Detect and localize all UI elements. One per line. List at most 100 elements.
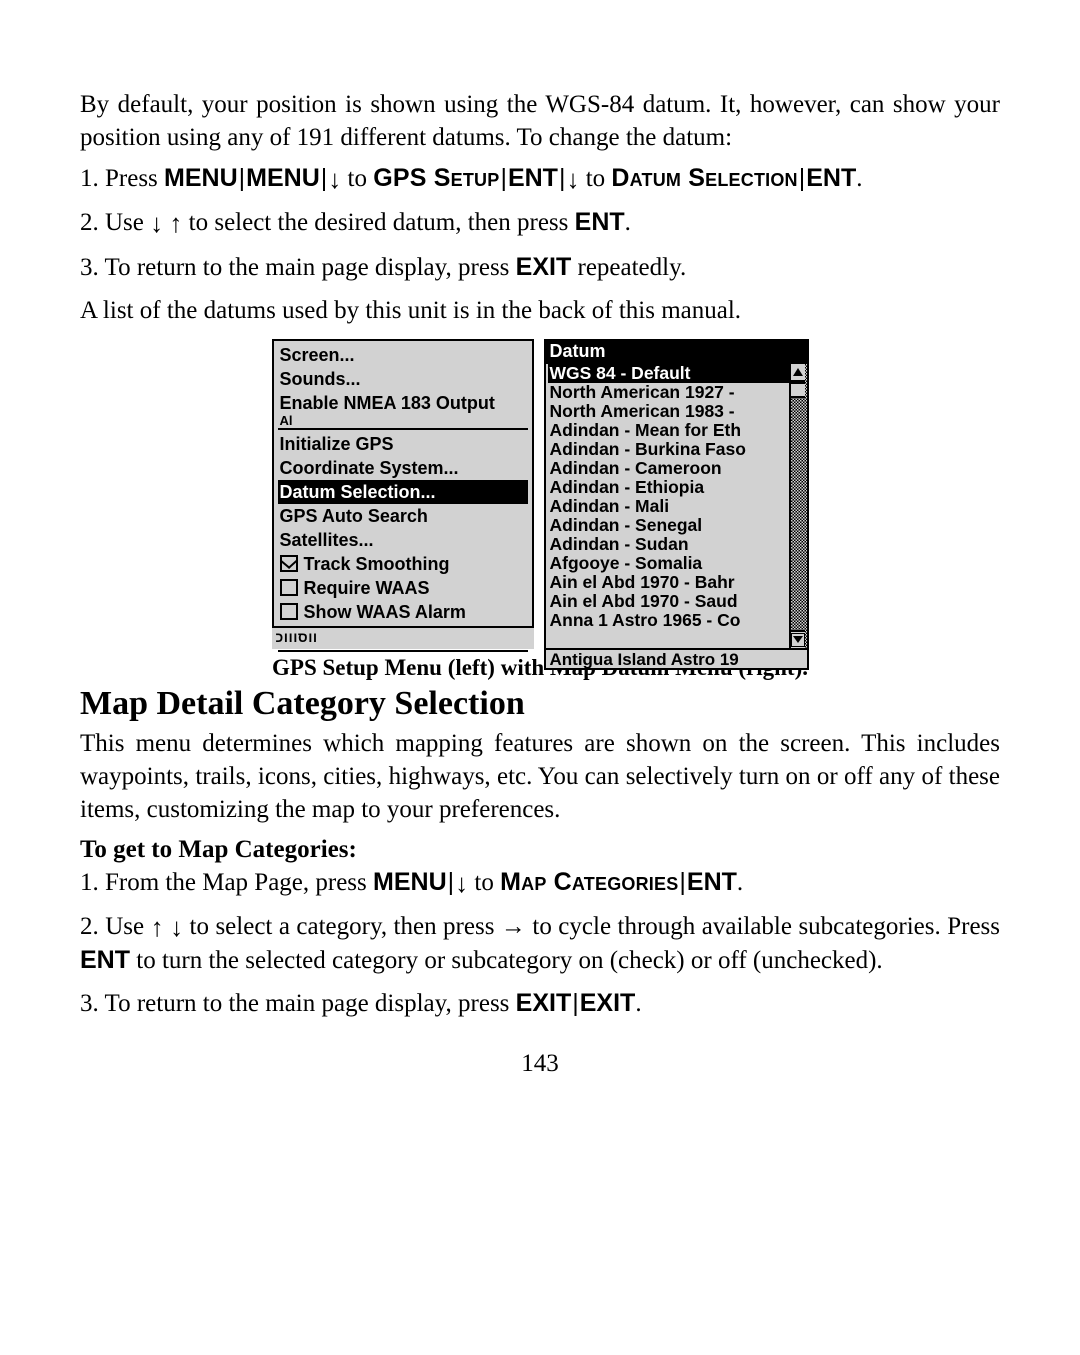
datum-item: Ain el Abd 1970 - Bahr [548,573,789,592]
scrollbar-thumb [791,382,805,398]
mc-step-1: 1. From the Map Page, press MENU|↓ to Ma… [80,866,1000,900]
page-number: 143 [80,1050,1000,1078]
down-arrow-icon: ↓ [566,164,579,194]
menu-item: Screen... [278,343,528,367]
menu-item: Satellites... [278,528,528,552]
section-heading: Map Detail Category Selection [80,685,1000,723]
menu-item-checkbox: Track Smoothing [278,552,528,576]
step3-pre: 3. To return to the main page display, p… [80,254,516,281]
down-arrow-icon: ↓ [170,912,183,942]
checkbox-label: Require WAAS [304,578,430,598]
mc3-pre: 3. To return to the main page display, p… [80,990,516,1017]
down-arrow-icon: ↓ [150,208,163,238]
mc-step-3: 3. To return to the main page display, p… [80,987,1000,1020]
datum-selection-label: Datum Selection [611,164,797,192]
menu-item: Enable NMEA 183 Output [278,391,528,415]
separator: | [571,989,580,1017]
scrollbar [789,364,807,648]
menu-item: Coordinate System... [278,456,528,480]
menu-item-cut: Al [278,415,528,426]
map-categories-label: Map Categories [500,868,678,896]
datum-item: Adindan - Sudan [548,535,789,554]
menu-key: MENU [246,164,320,192]
checkbox-icon [280,603,298,620]
exit-key: EXIT [516,989,572,1017]
datum-item: Afgooye - Somalia [548,554,789,573]
mc2-mid2: to cycle through available subcategories… [526,913,1000,940]
period: . [856,165,862,192]
datum-title: Datum [544,339,809,362]
mc2-post: to turn the selected category or subcate… [130,947,883,974]
ent-key: ENT [508,164,558,192]
menu-item: Initialize GPS [278,432,528,456]
step-2: 2. Use ↓ ↑ to select the desired datum, … [80,206,1000,240]
period: . [635,990,641,1017]
menu-key: MENU [373,868,447,896]
up-arrow-icon: ↑ [169,208,182,238]
gps-setup-label: GPS Setup [373,164,499,192]
subheading: To get to Map Categories: [80,836,1000,864]
menu-item: GPS Auto Search [278,504,528,528]
datum-item: North American 1983 - [548,402,789,421]
ent-key: ENT [80,946,130,974]
divider [278,428,528,430]
up-arrow-icon: ↑ [151,912,164,942]
right-arrow-icon: → [501,913,526,940]
period: . [625,209,631,236]
map-detail-paragraph: This menu determines which mapping featu… [80,727,1000,826]
checkbox-label: Show WAAS Alarm [304,602,466,622]
datum-item: Adindan - Burkina Faso [548,440,789,459]
separator: | [238,164,247,192]
datum-item: North American 1927 - [548,383,789,402]
datum-item: Adindan - Mali [548,497,789,516]
list-note: A list of the datums used by this unit i… [80,294,1000,327]
down-arrow-icon: ↓ [328,164,341,194]
menu-key: MENU [164,164,238,192]
step2-mid: to select the desired datum, then press [182,209,574,236]
separator: | [447,868,456,896]
step1-num: 1. Press [80,165,164,192]
figure-caption: GPS Setup Menu (left) with Map Datum Men… [80,655,1000,681]
datum-item: Anna 1 Astro 1965 - Co [548,611,789,630]
menu-item-checkbox: Show WAAS Alarm [278,600,528,624]
datum-item: Adindan - Ethiopia [548,478,789,497]
mc1-pre: 1. From the Map Page, press [80,869,373,896]
checkbox-checked-icon [280,555,298,572]
separator: | [320,164,329,192]
checkbox-label: Track Smoothing [304,554,450,574]
menu-item-selected: Datum Selection... [278,480,528,504]
datum-item: Ain el Abd 1970 - Saud [548,592,789,611]
datum-item: Adindan - Mean for Eth [548,421,789,440]
screenshot-figure: Screen... Sounds... Enable NMEA 183 Outp… [80,339,1000,649]
ent-key: ENT [575,208,625,236]
scroll-down-icon [791,630,805,648]
exit-key: EXIT [516,253,572,281]
step3-post: repeatedly. [571,254,686,281]
intro-paragraph: By default, your position is shown using… [80,88,1000,154]
scroll-up-icon [791,364,805,382]
separator: | [499,164,508,192]
datum-item: Adindan - Senegal [548,516,789,535]
menu-item: Sounds... [278,367,528,391]
cut-strip: ווסוווכ [272,626,534,649]
menu-item-checkbox: Require WAAS [278,576,528,600]
mc-step-2: 2. Use ↑ ↓ to select a category, then pr… [80,910,1000,977]
ent-key: ENT [806,164,856,192]
ent-key: ENT [687,868,737,896]
datum-item-selected: WGS 84 - Default [548,364,789,383]
mc2-pre: 2. Use [80,913,151,940]
datum-listbox: WGS 84 - Default North American 1927 - N… [544,362,809,650]
gps-setup-menu-screenshot: Screen... Sounds... Enable NMEA 183 Outp… [272,339,534,649]
checkbox-icon [280,579,298,596]
separator: | [798,164,807,192]
datum-list: WGS 84 - Default North American 1927 - N… [548,364,789,648]
cut-strip: Antigua Island Astro 19 [544,648,809,670]
step-3: 3. To return to the main page display, p… [80,251,1000,284]
exit-key: EXIT [580,989,636,1017]
period: . [737,869,743,896]
step2-pre: 2. Use [80,209,150,236]
divider [278,650,528,652]
datum-menu-screenshot: Datum WGS 84 - Default North American 19… [544,339,809,649]
datum-item: Adindan - Cameroon [548,459,789,478]
mc2-mid1: to select a category, then press [183,913,501,940]
